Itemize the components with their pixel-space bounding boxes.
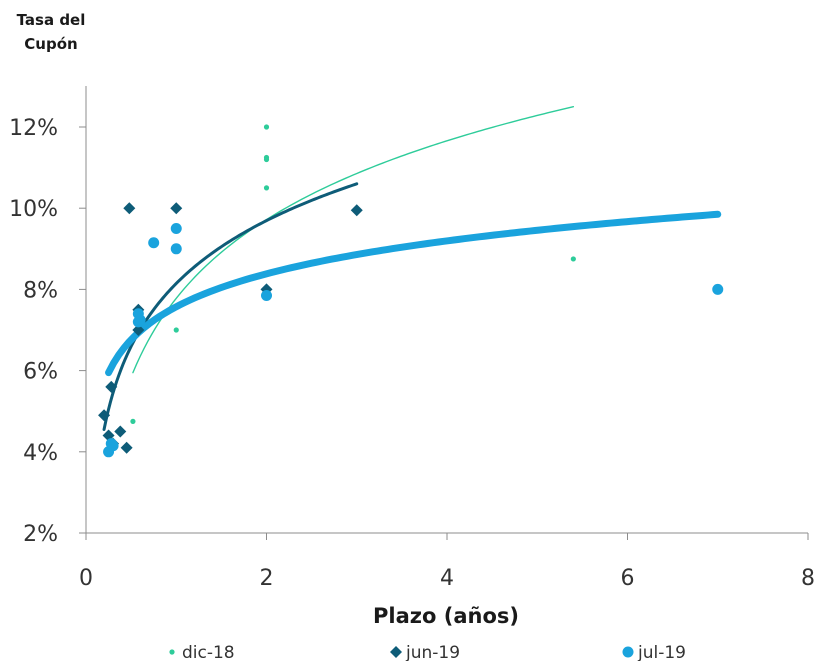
x-tick-label: 2 — [260, 566, 274, 591]
y-tick-label: 10% — [9, 197, 58, 222]
point-jun-19 — [350, 204, 363, 217]
legend-label-jun-19: jun-19 — [405, 643, 460, 661]
point-jun-19 — [105, 380, 118, 393]
point-jul-19 — [170, 223, 182, 234]
y-tick-label: 8% — [23, 278, 58, 303]
axes — [79, 86, 809, 540]
point-dic-18 — [570, 256, 576, 262]
data-points — [98, 124, 724, 458]
trendline-jun-19 — [102, 182, 359, 431]
point-jul-19 — [170, 243, 182, 255]
legend-marker-jun-19 — [390, 646, 402, 658]
x-tick-labels: 0 2 4 6 8 — [79, 566, 815, 591]
y-tick-label: 12% — [9, 116, 58, 141]
y-tick-labels: 2% 4% 6% 8% 10% 12% — [9, 116, 58, 547]
point-dic-18 — [263, 185, 270, 191]
point-jun-19 — [132, 324, 145, 336]
trendlines — [102, 106, 722, 431]
point-dic-18 — [263, 124, 270, 130]
point-jul-19 — [107, 440, 119, 452]
legend-label-jul-19: jul-19 — [637, 643, 686, 661]
point-jul-19 — [712, 283, 724, 295]
y-axis-title: Tasa del Cupón — [16, 11, 86, 53]
point-jun-19 — [120, 441, 133, 454]
x-tick-label: 0 — [79, 566, 93, 591]
point-jun-19 — [123, 202, 136, 215]
y-tick-label: 6% — [23, 360, 58, 385]
point-dic-18 — [173, 327, 179, 333]
legend: dic-18 jun-19 jul-19 — [169, 643, 686, 661]
point-dic-18 — [263, 156, 270, 163]
x-tick-label: 4 — [440, 566, 454, 591]
x-axis-title: Plazo (años) — [373, 604, 519, 628]
legend-marker-jul-19 — [622, 646, 634, 658]
y-tick-label: 2% — [23, 522, 58, 547]
point-jun-19 — [114, 425, 127, 438]
legend-marker-dic-18 — [169, 649, 175, 655]
legend-label-dic-18: dic-18 — [182, 643, 235, 661]
x-tick-label: 8 — [801, 566, 815, 591]
trendline-dic-18 — [132, 106, 575, 374]
x-tick-label: 6 — [621, 566, 635, 591]
point-jul-19 — [261, 289, 272, 301]
trendline-jul-19 — [105, 210, 722, 377]
point-dic-18 — [130, 418, 136, 424]
point-jun-19 — [170, 202, 183, 215]
point-jul-19 — [134, 314, 146, 326]
y-tick-label: 4% — [23, 441, 58, 466]
point-jun-19 — [98, 409, 111, 422]
point-jul-19 — [148, 237, 160, 249]
